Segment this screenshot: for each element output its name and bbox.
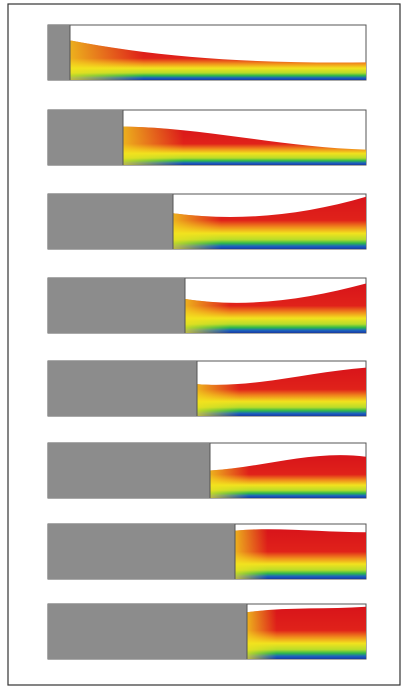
piston (48, 194, 173, 249)
piston (48, 524, 235, 579)
frame (8, 4, 400, 685)
piston (48, 604, 247, 659)
piston (48, 25, 70, 80)
fluid-shade (235, 529, 366, 579)
piston (48, 110, 123, 165)
piston (48, 361, 197, 416)
piston (48, 278, 185, 333)
piston (48, 443, 210, 498)
fluid-shade (247, 607, 366, 659)
figure (0, 0, 409, 692)
